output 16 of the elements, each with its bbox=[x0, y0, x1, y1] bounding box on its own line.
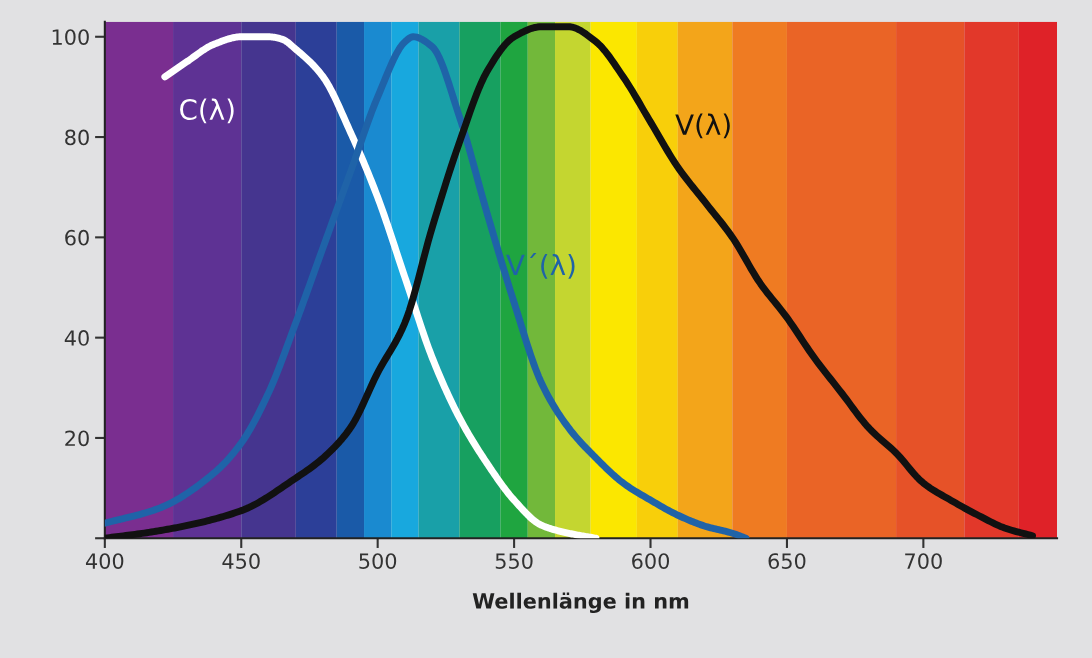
y-tick-label: 80 bbox=[65, 129, 89, 146]
x-tick-label: 700 bbox=[905, 553, 942, 569]
series-label: V(λ) bbox=[675, 113, 730, 139]
y-tick-label: 60 bbox=[65, 229, 89, 246]
series-label: V´(λ) bbox=[506, 252, 575, 279]
y-tick-label: 40 bbox=[64, 330, 89, 346]
x-tick-label: 400 bbox=[85, 553, 124, 569]
x-tick-label: 450 bbox=[222, 553, 260, 569]
x-tick-label: 500 bbox=[359, 553, 397, 569]
y-tick-label: 20 bbox=[65, 430, 89, 447]
y-tick-label: 100 bbox=[52, 29, 89, 45]
x-tick-label: 550 bbox=[495, 553, 533, 569]
x-tick-label: 650 bbox=[768, 553, 806, 569]
series-label: C(λ) bbox=[180, 98, 234, 124]
x-tick-label: 600 bbox=[632, 553, 670, 569]
x-axis-title: Wellenlänge in nm bbox=[472, 592, 689, 614]
